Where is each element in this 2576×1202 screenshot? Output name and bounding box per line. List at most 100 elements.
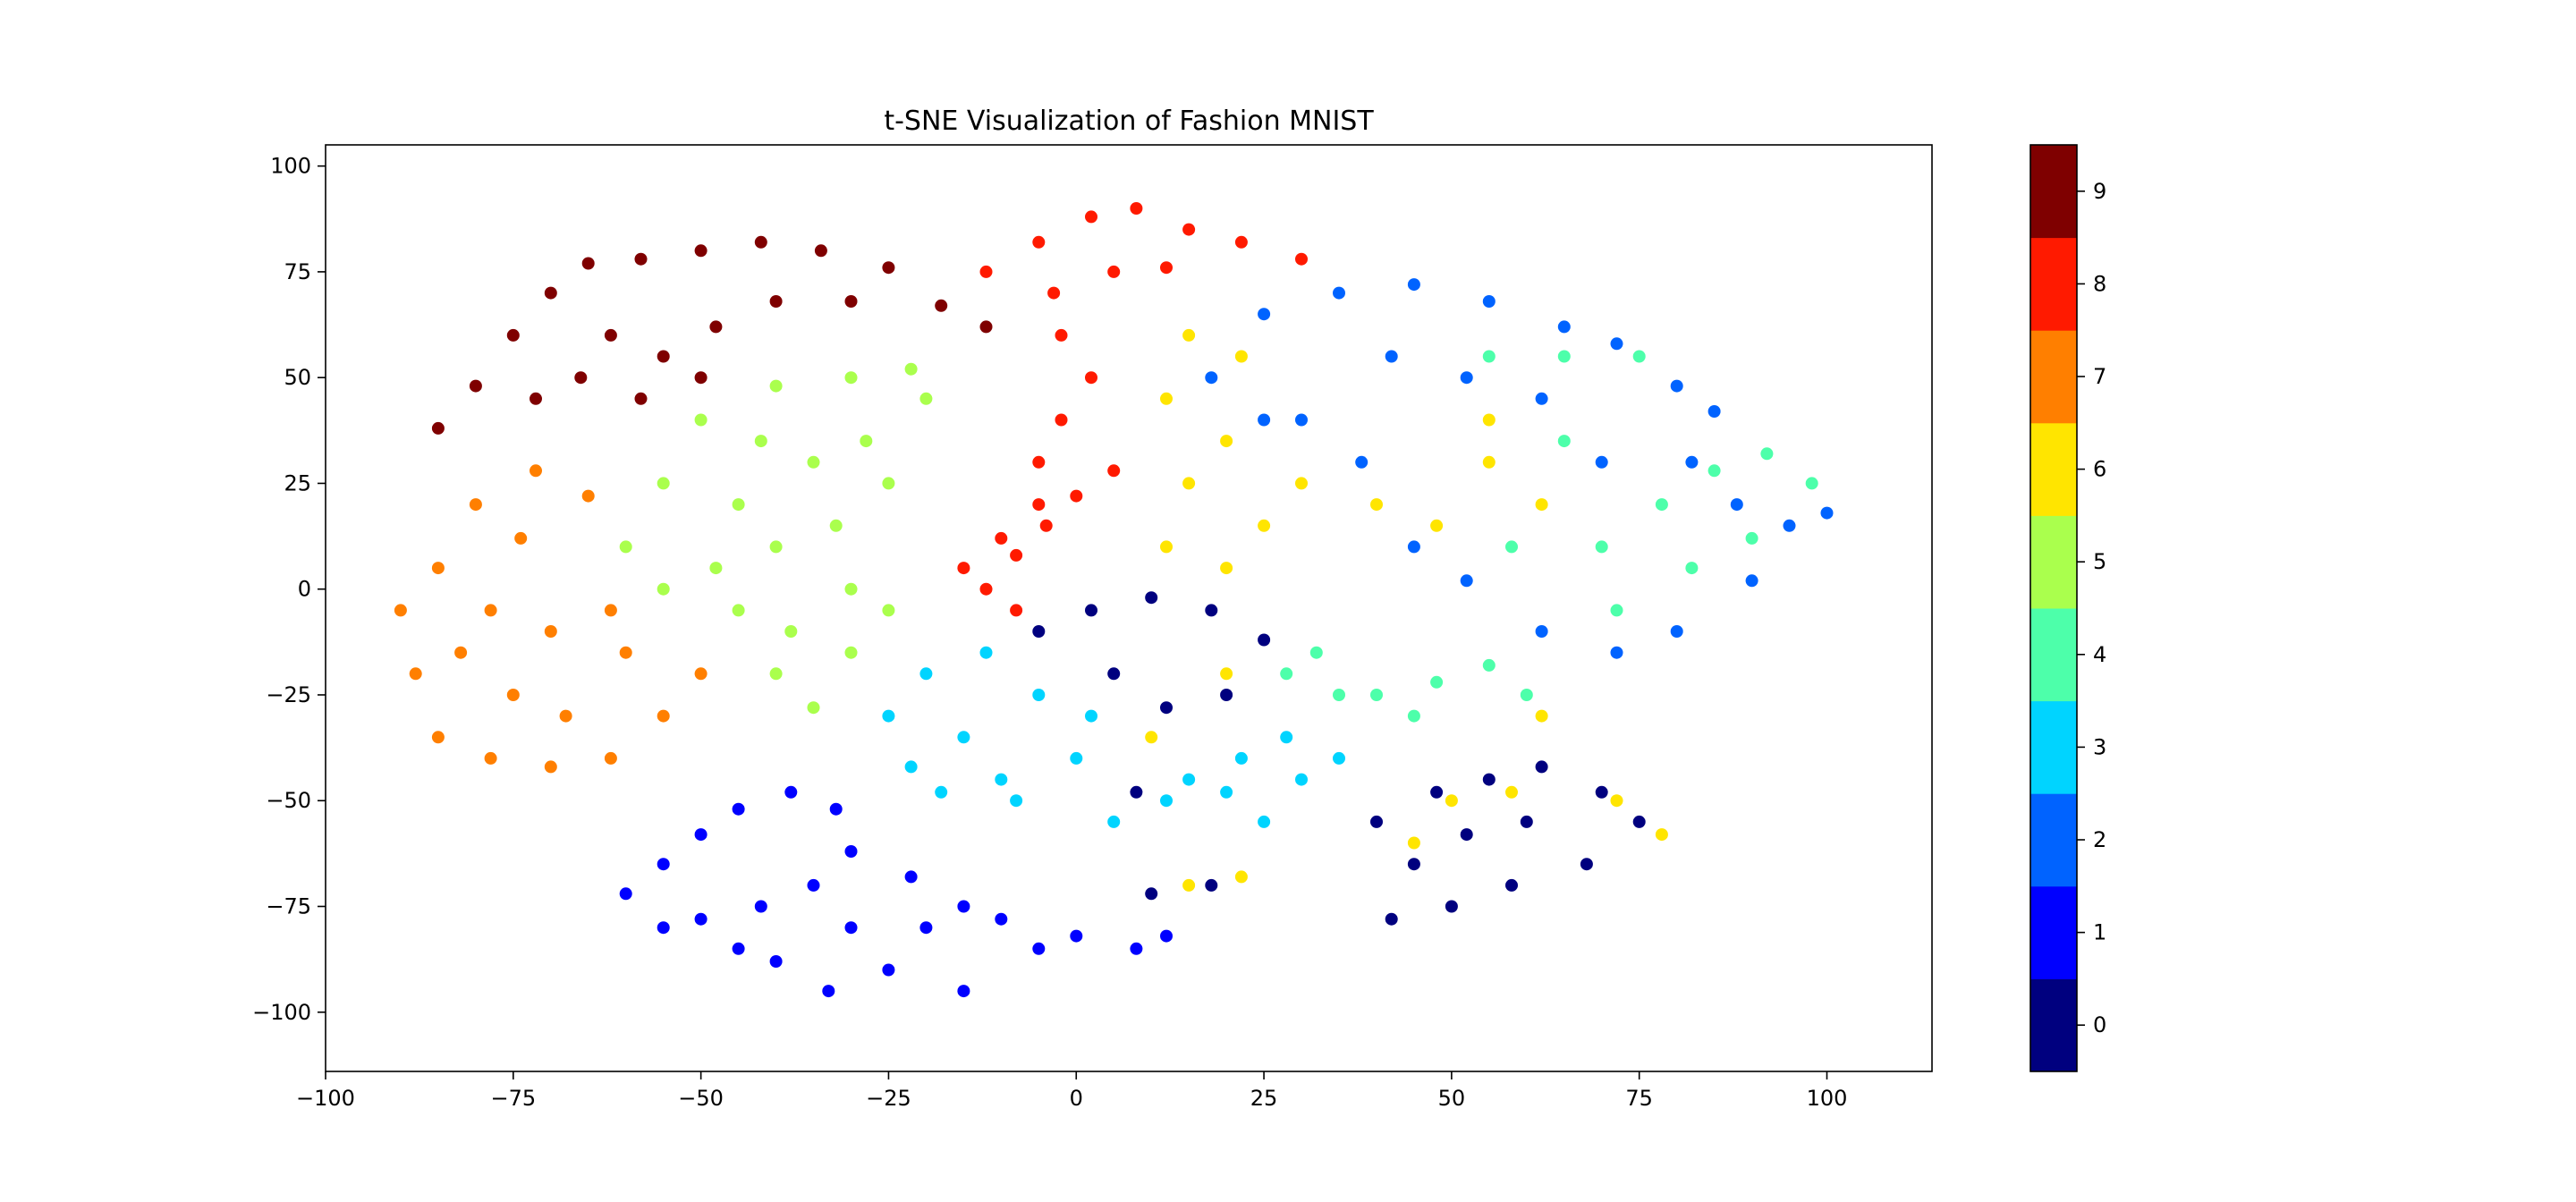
colorbar-segment — [2030, 885, 2077, 979]
scatter-point — [829, 802, 843, 816]
scatter-point — [1234, 751, 1248, 765]
scatter-point — [919, 392, 933, 405]
scatter-point — [1160, 392, 1173, 405]
colorbar-segment — [2030, 330, 2077, 424]
scatter-point — [904, 362, 918, 376]
scatter-point — [1295, 413, 1308, 427]
scatter-point — [634, 252, 648, 266]
y-tick-label: −75 — [266, 894, 311, 919]
scatter-point — [1280, 731, 1293, 744]
colorbar-segment — [2030, 422, 2077, 516]
colorbar-tick-label: 2 — [2093, 827, 2106, 852]
scatter-point — [619, 887, 632, 901]
scatter-point — [1580, 858, 1593, 871]
scatter-point — [769, 295, 783, 308]
scatter-point — [544, 760, 557, 774]
scatter-point — [844, 646, 858, 659]
scatter-point — [694, 371, 708, 385]
scatter-point — [844, 371, 858, 385]
scatter-point — [1333, 689, 1345, 701]
scatter-point — [1039, 519, 1053, 532]
scatter-point — [1032, 498, 1046, 512]
scatter-point — [574, 371, 588, 385]
scatter-point — [1234, 870, 1248, 884]
scatter-point — [1295, 477, 1308, 490]
scatter-point — [979, 646, 993, 659]
scatter-point — [1085, 709, 1097, 723]
scatter-point — [979, 265, 993, 278]
scatter-point — [581, 257, 595, 270]
scatter-point — [1182, 878, 1196, 892]
scatter-point — [844, 295, 858, 308]
scatter-point — [1535, 625, 1548, 638]
scatter-point — [1370, 689, 1383, 701]
scatter-point — [1258, 413, 1271, 427]
scatter-point — [1505, 785, 1518, 799]
scatter-point — [657, 477, 670, 490]
scatter-point — [1482, 350, 1496, 363]
scatter-point — [995, 531, 1008, 545]
scatter-point — [1182, 328, 1196, 342]
colorbar-tick-label: 6 — [2093, 457, 2106, 482]
colorbar-tick-label: 0 — [2093, 1012, 2106, 1037]
scatter-point — [1685, 455, 1699, 469]
scatter-point — [506, 328, 520, 342]
scatter-point — [1010, 604, 1023, 617]
scatter-point — [882, 963, 895, 977]
scatter-point — [484, 604, 497, 617]
scatter-point — [604, 751, 617, 765]
scatter-point — [1610, 646, 1623, 659]
scatter-point — [1010, 794, 1023, 808]
scatter-point — [409, 667, 422, 681]
scatter-point — [1460, 828, 1473, 842]
scatter-point — [1385, 912, 1398, 926]
scatter-point — [1707, 464, 1721, 478]
scatter-point — [1055, 413, 1068, 427]
scatter-point — [860, 435, 873, 448]
scatter-point — [769, 540, 783, 554]
scatter-point — [1482, 455, 1496, 469]
scatter-point — [1820, 506, 1834, 520]
scatter-point — [1130, 202, 1143, 215]
scatter-point — [394, 604, 407, 617]
colorbar-tick-label: 9 — [2093, 179, 2106, 204]
scatter-point — [1407, 858, 1420, 871]
scatter-point — [469, 379, 482, 393]
scatter-point — [1760, 447, 1774, 461]
colorbar-tick-label: 4 — [2093, 642, 2106, 667]
x-tick-label: −100 — [296, 1086, 355, 1111]
scatter-point — [1182, 773, 1196, 786]
scatter-point — [657, 921, 670, 935]
scatter-point — [1407, 278, 1420, 292]
y-tick-label: −25 — [266, 682, 311, 707]
colorbar-tick-label: 8 — [2093, 271, 2106, 296]
scatter-point — [1632, 815, 1646, 828]
scatter-point — [935, 785, 948, 799]
scatter-point — [619, 540, 632, 554]
scatter-point — [1145, 731, 1158, 744]
scatter-point — [754, 900, 767, 913]
scatter-point — [1160, 261, 1173, 275]
scatter-point — [1557, 320, 1571, 334]
scatter-point — [1505, 878, 1518, 892]
scatter-point — [1430, 785, 1444, 799]
scatter-point — [1407, 709, 1420, 723]
x-axis: −100 −75 −50 −25 0 25 50 75 100 — [296, 1071, 1847, 1111]
scatter-point — [1632, 350, 1646, 363]
scatter-point — [1407, 836, 1420, 850]
scatter-point — [694, 912, 708, 926]
scatter-point — [1145, 591, 1158, 605]
colorbar-segment — [2030, 608, 2077, 702]
scatter-point — [1333, 286, 1345, 300]
scatter-point — [995, 773, 1008, 786]
scatter-point — [1160, 794, 1173, 808]
scatter-point — [882, 261, 895, 275]
scatter-point — [1032, 455, 1046, 469]
scatter-point — [732, 942, 745, 955]
plot-frame — [325, 144, 1933, 1072]
scatter-point — [619, 646, 632, 659]
scatter-point — [1805, 477, 1818, 490]
x-tick-label: 0 — [1070, 1086, 1083, 1111]
scatter-point — [1130, 942, 1143, 955]
